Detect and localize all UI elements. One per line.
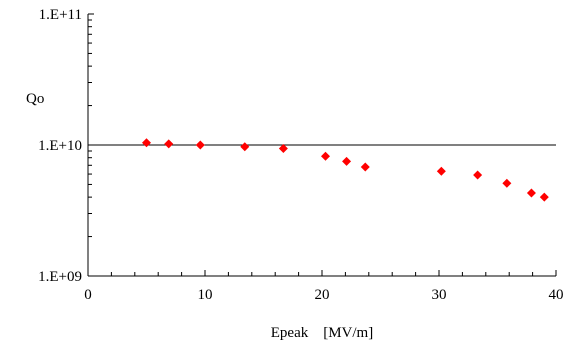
data-point bbox=[539, 192, 549, 202]
x-tick-label: 40 bbox=[549, 287, 564, 303]
y-tick-label: 1.E+09 bbox=[38, 269, 82, 285]
y-axis-title: Qo bbox=[26, 91, 44, 107]
y-tick-labels: 1.E+09 1.E+10 1.E+11 bbox=[38, 7, 82, 285]
y-tick-label: 1.E+11 bbox=[39, 7, 82, 23]
data-point bbox=[526, 188, 536, 198]
x-tick-label: 30 bbox=[432, 287, 447, 303]
x-axis-title: Epeak [MV/m] bbox=[271, 325, 373, 341]
x-tick-label: 0 bbox=[84, 287, 92, 303]
data-point bbox=[502, 178, 512, 188]
y-axis-ticks bbox=[88, 13, 94, 277]
data-point bbox=[342, 156, 352, 166]
x-tick-label: 20 bbox=[315, 287, 330, 303]
x-tick-label: 10 bbox=[198, 287, 213, 303]
y-tick-label: 1.E+10 bbox=[38, 138, 82, 154]
data-point bbox=[278, 144, 288, 154]
data-point bbox=[164, 139, 174, 149]
data-point bbox=[360, 162, 370, 172]
data-point bbox=[436, 166, 446, 176]
data-points bbox=[142, 138, 549, 202]
plot-area: 1.E+09 1.E+10 1.E+11 0 10 20 30 40 bbox=[38, 7, 563, 303]
data-point bbox=[321, 151, 331, 161]
data-point bbox=[240, 142, 250, 152]
x-tick-labels: 0 10 20 30 40 bbox=[84, 287, 563, 303]
data-point bbox=[195, 140, 205, 150]
x-axis-ticks bbox=[87, 270, 557, 276]
data-point bbox=[142, 138, 151, 148]
data-point bbox=[473, 170, 483, 180]
